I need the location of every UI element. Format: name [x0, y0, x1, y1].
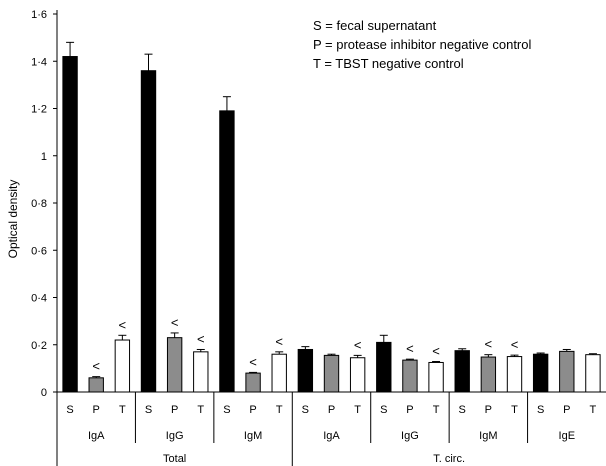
x-subgroup-label: IgG — [166, 430, 184, 442]
x-subgroup-label: IgE — [559, 430, 576, 442]
y-tick-label: 0·8 — [31, 198, 47, 210]
y-tick-label: 0 — [41, 387, 47, 399]
bar-annotation: < — [275, 334, 283, 349]
bar — [114, 339, 131, 393]
bar — [323, 354, 340, 393]
x-subgroup-label: IgM — [244, 430, 262, 442]
bar — [506, 356, 523, 393]
bar-annotation: < — [511, 337, 519, 352]
x-category-label: T — [197, 404, 204, 416]
x-category-label: S — [459, 404, 466, 416]
bar-annotation: < — [432, 344, 440, 359]
x-category-label: T — [590, 404, 597, 416]
axes: 0 0·2 0·4 0·6 0·8 1 1·2 1·4 1·6 — [31, 9, 606, 466]
bar-annotation: < — [406, 341, 414, 356]
x-category-label: T — [276, 404, 283, 416]
x-category-label: P — [328, 404, 335, 416]
y-axis-label: Optical density — [6, 180, 20, 259]
bar-annotation: < — [92, 359, 100, 374]
bar — [88, 377, 104, 393]
bar-annotation: < — [197, 331, 205, 346]
y-tick-label: 0·4 — [31, 293, 47, 305]
bar — [454, 350, 470, 393]
x-category-label: P — [406, 404, 413, 416]
x-category-label: P — [171, 404, 178, 416]
bar — [140, 70, 157, 393]
y-tick-label: 1·2 — [31, 104, 47, 116]
bar — [559, 350, 575, 393]
y-tick-label: 0·2 — [31, 340, 47, 352]
x-subgroup-label: IgG — [401, 430, 419, 442]
x-subgroup-label: IgA — [88, 430, 105, 442]
bar — [349, 357, 366, 393]
x-category-label: T — [511, 404, 518, 416]
bar — [193, 351, 209, 393]
x-category-label: P — [563, 404, 570, 416]
legend-entry: S = fecal supernatant — [313, 18, 437, 33]
x-category-label: P — [93, 404, 100, 416]
x-subgroup-label: IgA — [323, 430, 340, 442]
y-tick-label: 1·6 — [31, 9, 47, 21]
x-subgroup-label: IgM — [479, 430, 497, 442]
y-tick-label: 1 — [41, 151, 47, 163]
bar-annotation: < — [171, 315, 179, 330]
x-group-label: T. circ. — [433, 453, 465, 465]
bar-annotation: < — [249, 354, 257, 369]
bar-annotation: < — [354, 337, 362, 352]
x-axis-labels: S P T S P T S P T S P T S P T S P T S P T IgA IgG IgM IgA IgG IgM I… — [66, 404, 596, 465]
x-category-label: S — [380, 404, 387, 416]
x-category-label: T — [119, 404, 126, 416]
bar — [480, 356, 497, 393]
x-category-label: S — [145, 404, 152, 416]
bar — [532, 353, 549, 393]
x-group-label: Total — [163, 453, 186, 465]
legend-entry: T = TBST negative control — [313, 56, 464, 71]
x-category-label: P — [249, 404, 256, 416]
bar — [428, 361, 444, 393]
bar-annotation: < — [119, 317, 127, 332]
x-category-label: S — [66, 404, 73, 416]
x-category-label: T — [433, 404, 440, 416]
bar — [245, 372, 261, 393]
x-category-label: S — [302, 404, 309, 416]
y-tick-label: 1·4 — [31, 56, 47, 68]
bar — [271, 353, 287, 393]
y-tick-label: 0·6 — [31, 245, 47, 257]
legend-entry: P = protease inhibitor negative control — [313, 37, 531, 52]
x-category-label: P — [485, 404, 492, 416]
bar-annotation: < — [485, 337, 493, 352]
x-category-label: S — [223, 404, 230, 416]
bar — [376, 341, 392, 393]
x-category-label: T — [354, 404, 361, 416]
bar — [585, 354, 601, 393]
bar — [297, 348, 314, 393]
bar — [402, 359, 418, 393]
bar — [219, 110, 235, 393]
bars: < < < < < < < < < < < — [62, 41, 601, 393]
bar — [62, 56, 78, 393]
bar — [166, 337, 183, 393]
legend: S = fecal supernatant P = protease inhibi… — [313, 18, 531, 71]
x-category-label: S — [537, 404, 544, 416]
